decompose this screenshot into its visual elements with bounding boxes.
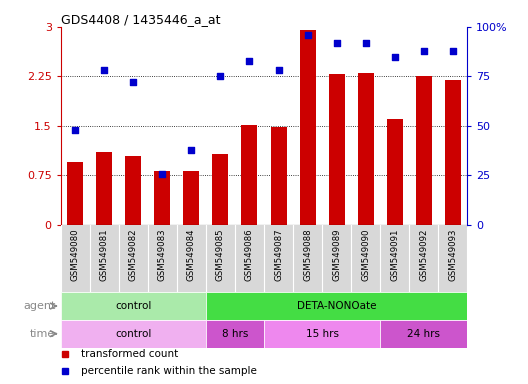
Text: 15 hrs: 15 hrs (306, 329, 338, 339)
Text: GSM549085: GSM549085 (216, 228, 225, 281)
Text: GSM549088: GSM549088 (303, 228, 312, 281)
Point (361, 40, 370, 46)
Text: control: control (115, 329, 152, 339)
Bar (154, 171, 171, 225)
Point (275, 68, 283, 74)
Point (333, 40, 341, 46)
Point (129, 79, 137, 85)
Point (420, 48, 428, 54)
Text: transformed count: transformed count (81, 349, 178, 359)
Point (303, 32, 312, 38)
Bar (206, 320, 264, 348)
Point (100, 68, 109, 74)
Bar (328, 74, 345, 225)
Point (187, 147, 196, 153)
Bar (61, 292, 206, 320)
Text: 8 hrs: 8 hrs (222, 329, 248, 339)
Text: GSM549080: GSM549080 (71, 228, 80, 281)
Text: control: control (115, 301, 152, 311)
Text: GSM549091: GSM549091 (390, 228, 399, 281)
Bar (212, 154, 229, 225)
Bar (125, 156, 142, 225)
Text: GSM549087: GSM549087 (274, 228, 283, 281)
Text: agent: agent (23, 301, 55, 311)
Bar (96, 152, 112, 225)
Bar (445, 80, 461, 225)
Point (245, 58, 254, 64)
Bar (357, 73, 374, 225)
Text: GSM549086: GSM549086 (245, 228, 254, 281)
Text: GSM549082: GSM549082 (129, 228, 138, 281)
Bar (206, 292, 467, 320)
Text: GSM549084: GSM549084 (187, 228, 196, 281)
Bar (386, 119, 403, 225)
Text: percentile rank within the sample: percentile rank within the sample (81, 366, 257, 376)
Text: 24 hrs: 24 hrs (407, 329, 440, 339)
Point (449, 48, 457, 54)
Text: GSM549089: GSM549089 (332, 228, 341, 281)
Point (71, 127, 80, 133)
Bar (270, 127, 287, 225)
Bar (380, 320, 467, 348)
Text: GSM549093: GSM549093 (448, 228, 457, 281)
Bar (67, 162, 83, 225)
Bar (299, 30, 316, 225)
Bar (61, 320, 206, 348)
Text: DETA-NONOate: DETA-NONOate (297, 301, 376, 311)
Point (216, 73, 225, 79)
Text: GSM549090: GSM549090 (361, 228, 370, 281)
Point (158, 170, 167, 177)
Text: GSM549083: GSM549083 (158, 228, 167, 281)
Text: GSM549092: GSM549092 (419, 228, 428, 281)
Bar (183, 171, 200, 225)
Bar (241, 125, 258, 225)
Point (391, 53, 399, 60)
Text: GDS4408 / 1435446_a_at: GDS4408 / 1435446_a_at (61, 13, 220, 26)
Bar (416, 76, 432, 225)
Text: GSM549081: GSM549081 (100, 228, 109, 281)
Text: time: time (30, 329, 55, 339)
Bar (264, 320, 380, 348)
